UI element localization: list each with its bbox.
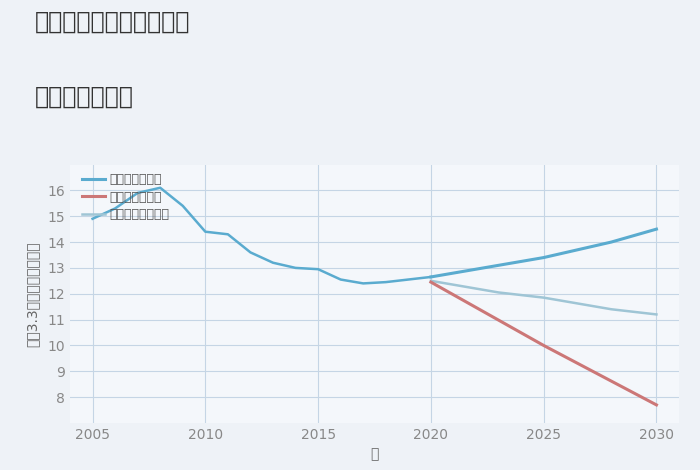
- ノーマルシナリオ: [449, 282, 458, 288]
- ノーマルシナリオ: [584, 303, 593, 308]
- グッドシナリオ: [517, 258, 525, 264]
- Text: 三重県松阪市上蛸路町の: 三重県松阪市上蛸路町の: [35, 9, 190, 33]
- Legend: グッドシナリオ, バッドシナリオ, ノーマルシナリオ: グッドシナリオ, バッドシナリオ, ノーマルシナリオ: [83, 173, 170, 221]
- ノーマルシナリオ: [540, 295, 548, 300]
- Text: 土地の価格推移: 土地の価格推移: [35, 85, 134, 109]
- ノーマルシナリオ: [652, 312, 661, 317]
- ノーマルシナリオ: [517, 292, 525, 298]
- Y-axis label: 平（3.3㎡）単価（万円）: 平（3.3㎡）単価（万円）: [25, 241, 39, 346]
- ノーマルシナリオ: [427, 278, 435, 284]
- バッドシナリオ: [427, 279, 435, 285]
- バッドシナリオ: [652, 402, 661, 407]
- グッドシナリオ: [652, 226, 661, 232]
- ノーマルシナリオ: [607, 306, 615, 312]
- グッドシナリオ: [449, 270, 458, 276]
- グッドシナリオ: [630, 233, 638, 238]
- グッドシナリオ: [584, 244, 593, 250]
- Line: バッドシナリオ: バッドシナリオ: [431, 282, 657, 405]
- ノーマルシナリオ: [494, 290, 503, 295]
- Line: ノーマルシナリオ: ノーマルシナリオ: [431, 281, 657, 314]
- Line: グッドシナリオ: グッドシナリオ: [431, 229, 657, 277]
- グッドシナリオ: [494, 262, 503, 268]
- グッドシナリオ: [607, 239, 615, 245]
- バッドシナリオ: [540, 343, 548, 348]
- X-axis label: 年: 年: [370, 447, 379, 462]
- ノーマルシナリオ: [630, 309, 638, 315]
- グッドシナリオ: [427, 274, 435, 280]
- グッドシナリオ: [562, 250, 570, 255]
- グッドシナリオ: [540, 255, 548, 260]
- ノーマルシナリオ: [472, 286, 480, 291]
- グッドシナリオ: [472, 266, 480, 272]
- ノーマルシナリオ: [562, 299, 570, 305]
